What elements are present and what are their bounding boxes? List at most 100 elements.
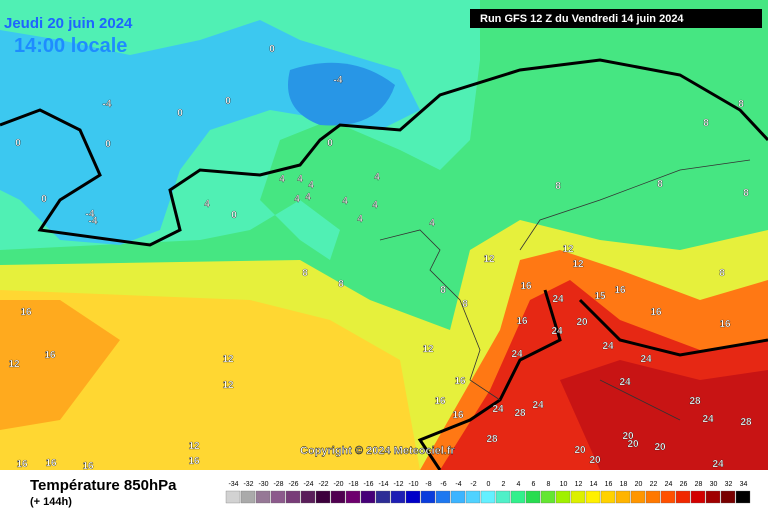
colorbar-label: -24 bbox=[303, 481, 313, 488]
colorbar-swatch bbox=[540, 490, 556, 504]
colorbar-swatch bbox=[705, 490, 721, 504]
colorbar-swatch bbox=[300, 490, 316, 504]
cold-core bbox=[288, 62, 395, 126]
borders bbox=[379, 159, 751, 421]
contour-label: 24 bbox=[702, 414, 714, 425]
contour-label: 16 bbox=[434, 396, 446, 407]
contour-label: 20 bbox=[589, 455, 601, 466]
contour-label: 20 bbox=[627, 439, 639, 450]
colorbar-swatch bbox=[435, 490, 451, 504]
contour-label: 16 bbox=[520, 281, 532, 292]
contour-label: 4 bbox=[374, 172, 380, 183]
colorbar-swatch bbox=[585, 490, 601, 504]
contour-label: 28 bbox=[514, 408, 526, 419]
contour-label: 4 bbox=[297, 174, 303, 185]
contour-label: 4 bbox=[372, 200, 378, 211]
contour-label: 24 bbox=[602, 341, 614, 352]
contour-label: 12 bbox=[562, 244, 574, 255]
contour-label: 8 bbox=[302, 268, 308, 279]
colorbar-swatch bbox=[630, 490, 646, 504]
colorbar-label: -16 bbox=[363, 481, 373, 488]
footer-title: Température 850hPa bbox=[30, 477, 177, 494]
colorbar-label: 16 bbox=[605, 481, 613, 488]
colorbar-label: 4 bbox=[517, 481, 521, 488]
colorbar-swatch bbox=[240, 490, 256, 504]
contour-label: 16 bbox=[44, 350, 56, 361]
colorbar-label: 8 bbox=[547, 481, 551, 488]
contour-label: 0 bbox=[327, 138, 333, 149]
colorbar-swatch bbox=[495, 490, 511, 504]
colorbar-label: 6 bbox=[532, 481, 536, 488]
colorbar-label: 2 bbox=[502, 481, 506, 488]
contour-label: 4 bbox=[342, 196, 348, 207]
colorbar-label: -12 bbox=[393, 481, 403, 488]
contour-label: 28 bbox=[740, 417, 752, 428]
contour-label: 8 bbox=[555, 181, 561, 192]
contour-label: -4 bbox=[103, 99, 112, 110]
colorbar-swatch bbox=[720, 490, 736, 504]
contour-label: 24 bbox=[511, 349, 523, 360]
contour-label: 20 bbox=[574, 445, 586, 456]
colorbar-label: 28 bbox=[695, 481, 703, 488]
contour-label: 0 bbox=[225, 96, 231, 107]
contour-label: 0 bbox=[231, 210, 237, 221]
contour-label: 8 bbox=[719, 268, 725, 279]
contour-label: 8 bbox=[462, 299, 468, 310]
colorbar-swatch bbox=[690, 490, 706, 504]
colorbar-swatch bbox=[735, 490, 751, 504]
colorbar-label: -6 bbox=[440, 481, 446, 488]
contour-label: 8 bbox=[657, 179, 663, 190]
contour-label: 16 bbox=[719, 319, 731, 330]
colorbar-label: -34 bbox=[228, 481, 238, 488]
contour-label: 12 bbox=[572, 259, 584, 270]
contour-label: 4 bbox=[308, 180, 314, 191]
date: Jeudi 20 juin 2024 bbox=[4, 15, 133, 32]
contour-label: 24 bbox=[532, 400, 544, 411]
contour-label: 16 bbox=[188, 456, 200, 467]
contour-label: -4 bbox=[334, 75, 343, 86]
colorbar-label: 12 bbox=[575, 481, 583, 488]
colorbar-swatch bbox=[375, 490, 391, 504]
contour-label: -4 bbox=[86, 209, 95, 220]
contour-label: 12 bbox=[222, 380, 234, 391]
contour-label: -4 bbox=[89, 216, 98, 227]
contour-label: 16 bbox=[20, 307, 32, 318]
colorbar-label: 10 bbox=[560, 481, 568, 488]
colorbar-swatch bbox=[600, 490, 616, 504]
colorbar-swatch bbox=[465, 490, 481, 504]
warm-zone-3 bbox=[0, 300, 120, 430]
colorbar-label: -30 bbox=[258, 481, 268, 488]
colorbar-swatch bbox=[450, 490, 466, 504]
contour-label: 16 bbox=[452, 410, 464, 421]
colorbar-label: -20 bbox=[333, 481, 343, 488]
colorbar-swatch bbox=[615, 490, 631, 504]
colorbar-swatch bbox=[360, 490, 376, 504]
colorbar-label: 24 bbox=[665, 481, 673, 488]
colorbar-label: -26 bbox=[288, 481, 298, 488]
contour-label: 24 bbox=[552, 294, 564, 305]
contour-label: 28 bbox=[689, 396, 701, 407]
contour-label: 16 bbox=[45, 458, 57, 469]
colorbar-swatch bbox=[345, 490, 361, 504]
contour-label: 20 bbox=[576, 317, 588, 328]
copyright: Copyright © 2024 Meteociel.fr bbox=[300, 445, 456, 457]
contour-label: 16 bbox=[454, 376, 466, 387]
contour-label: 8 bbox=[440, 285, 446, 296]
contour-label: 8 bbox=[738, 99, 744, 110]
run-box bbox=[470, 9, 762, 28]
time: 14:00 locale bbox=[14, 35, 127, 57]
contour-label: 4 bbox=[305, 192, 311, 203]
colorbar-swatch bbox=[675, 490, 691, 504]
contour-label: 16 bbox=[82, 461, 94, 472]
colorbar-label: -22 bbox=[318, 481, 328, 488]
colorbar-label: 20 bbox=[635, 481, 643, 488]
colorbar-swatch bbox=[420, 490, 436, 504]
contour-label: 24 bbox=[492, 404, 504, 415]
colorbar-swatch bbox=[645, 490, 661, 504]
colorbar-label: 26 bbox=[680, 481, 688, 488]
colorbar-swatch bbox=[225, 490, 241, 504]
colorbar-swatch bbox=[390, 490, 406, 504]
